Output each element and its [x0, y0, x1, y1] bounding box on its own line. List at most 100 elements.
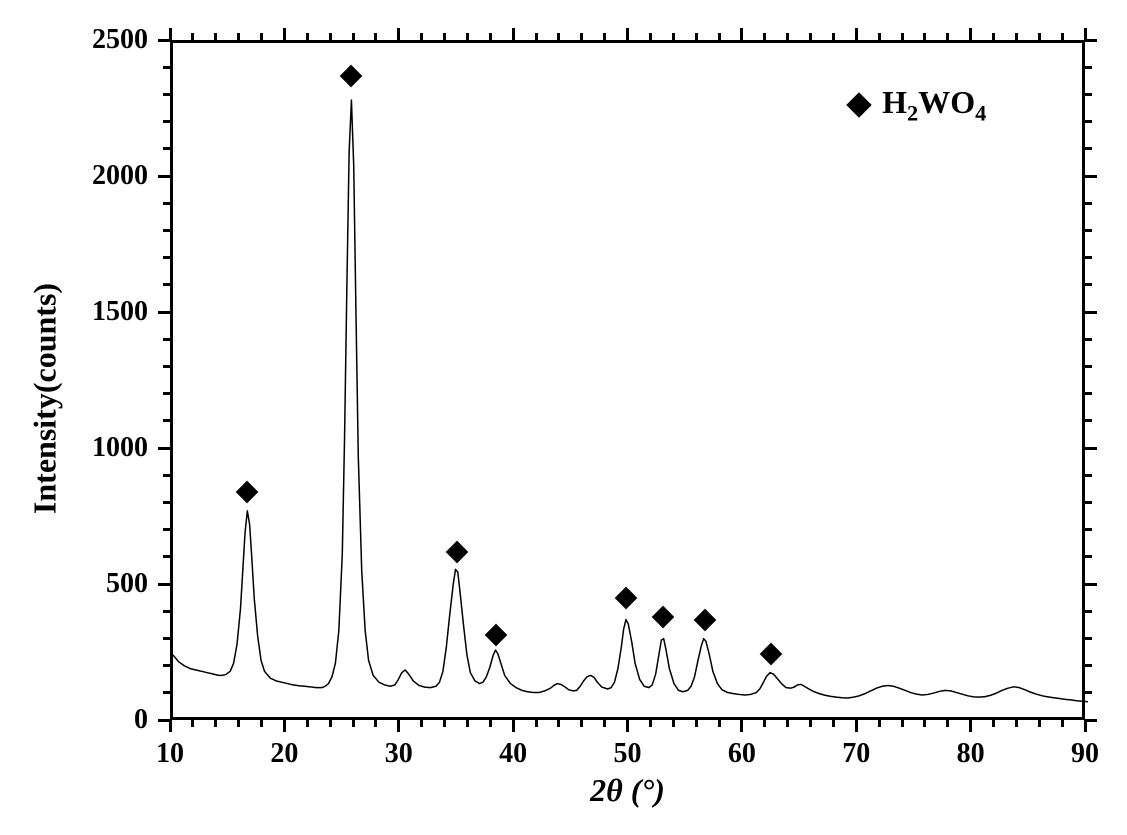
tick-mark	[374, 720, 377, 727]
tick-mark	[397, 720, 400, 732]
y-tick-label: 0	[78, 704, 148, 736]
y-tick-label: 1000	[78, 432, 148, 464]
tick-mark	[695, 33, 698, 40]
tick-mark	[557, 33, 560, 40]
tick-mark	[163, 283, 170, 286]
tick-mark	[163, 419, 170, 422]
tick-mark	[1084, 720, 1087, 732]
x-tick-label: 60	[728, 738, 756, 770]
tick-mark	[1085, 637, 1092, 640]
tick-mark	[1085, 147, 1092, 150]
tick-mark	[158, 39, 170, 42]
tick-mark	[603, 33, 606, 40]
tick-mark	[420, 33, 423, 40]
tick-mark	[489, 33, 492, 40]
tick-mark	[1085, 202, 1092, 205]
tick-mark	[1085, 664, 1092, 667]
tick-mark	[466, 33, 469, 40]
tick-mark	[260, 720, 263, 727]
x-tick-label: 30	[385, 738, 413, 770]
tick-mark	[1085, 583, 1097, 586]
x-tick-label: 70	[842, 738, 870, 770]
tick-mark	[443, 33, 446, 40]
tick-mark	[158, 447, 170, 450]
tick-mark	[855, 28, 858, 40]
tick-mark	[163, 637, 170, 640]
tick-mark	[740, 28, 743, 40]
legend: H2WO4	[850, 84, 986, 126]
tick-mark	[901, 33, 904, 40]
x-tick-label: 50	[614, 738, 642, 770]
tick-mark	[163, 365, 170, 368]
tick-mark	[163, 120, 170, 123]
tick-mark	[158, 175, 170, 178]
tick-mark	[969, 720, 972, 732]
tick-mark	[1061, 720, 1064, 727]
tick-mark	[191, 33, 194, 40]
legend-diamond-icon	[846, 92, 871, 117]
tick-mark	[580, 33, 583, 40]
tick-mark	[1085, 447, 1097, 450]
tick-mark	[1085, 338, 1092, 341]
tick-mark	[1085, 501, 1092, 504]
tick-mark	[626, 28, 629, 40]
tick-mark	[832, 33, 835, 40]
tick-mark	[626, 720, 629, 732]
x-tick-label: 90	[1071, 738, 1099, 770]
tick-mark	[946, 720, 949, 727]
tick-mark	[163, 555, 170, 558]
tick-mark	[1085, 419, 1092, 422]
tick-mark	[466, 720, 469, 727]
x-tick-label: 20	[270, 738, 298, 770]
tick-mark	[352, 33, 355, 40]
tick-mark	[329, 33, 332, 40]
tick-mark	[397, 28, 400, 40]
tick-mark	[163, 256, 170, 259]
tick-mark	[1085, 474, 1092, 477]
tick-mark	[191, 720, 194, 727]
tick-mark	[420, 720, 423, 727]
x-tick-label: 40	[499, 738, 527, 770]
tick-mark	[283, 28, 286, 40]
tick-mark	[1085, 229, 1092, 232]
tick-mark	[1015, 33, 1018, 40]
tick-mark	[163, 66, 170, 69]
tick-mark	[1085, 93, 1092, 96]
tick-mark	[1085, 528, 1092, 531]
x-tick-label: 10	[156, 738, 184, 770]
tick-mark	[1085, 555, 1092, 558]
tick-mark	[1061, 33, 1064, 40]
tick-mark	[1085, 175, 1097, 178]
tick-mark	[1085, 392, 1092, 395]
tick-mark	[1085, 283, 1092, 286]
xrd-chart: H2WO4 1020304050607080900500100015002000…	[0, 0, 1127, 835]
tick-mark	[1038, 720, 1041, 727]
tick-mark	[163, 338, 170, 341]
tick-mark	[163, 147, 170, 150]
tick-mark	[163, 691, 170, 694]
spectrum-line-layer	[173, 43, 1088, 723]
y-axis-title: Intensity(counts)	[27, 283, 64, 514]
plot-area: H2WO4	[170, 40, 1085, 720]
tick-mark	[1085, 120, 1092, 123]
tick-mark	[718, 33, 721, 40]
tick-mark	[992, 33, 995, 40]
tick-mark	[512, 720, 515, 732]
tick-mark	[1085, 66, 1092, 69]
tick-mark	[374, 33, 377, 40]
tick-mark	[695, 720, 698, 727]
tick-mark	[901, 720, 904, 727]
tick-mark	[163, 501, 170, 504]
tick-mark	[718, 720, 721, 727]
tick-mark	[649, 33, 652, 40]
tick-mark	[1085, 256, 1092, 259]
tick-mark	[158, 719, 170, 722]
tick-mark	[603, 720, 606, 727]
tick-mark	[672, 720, 675, 727]
tick-mark	[169, 720, 172, 732]
spectrum-line	[173, 100, 1088, 702]
tick-mark	[1085, 365, 1092, 368]
tick-mark	[878, 33, 881, 40]
tick-mark	[832, 720, 835, 727]
tick-mark	[763, 720, 766, 727]
